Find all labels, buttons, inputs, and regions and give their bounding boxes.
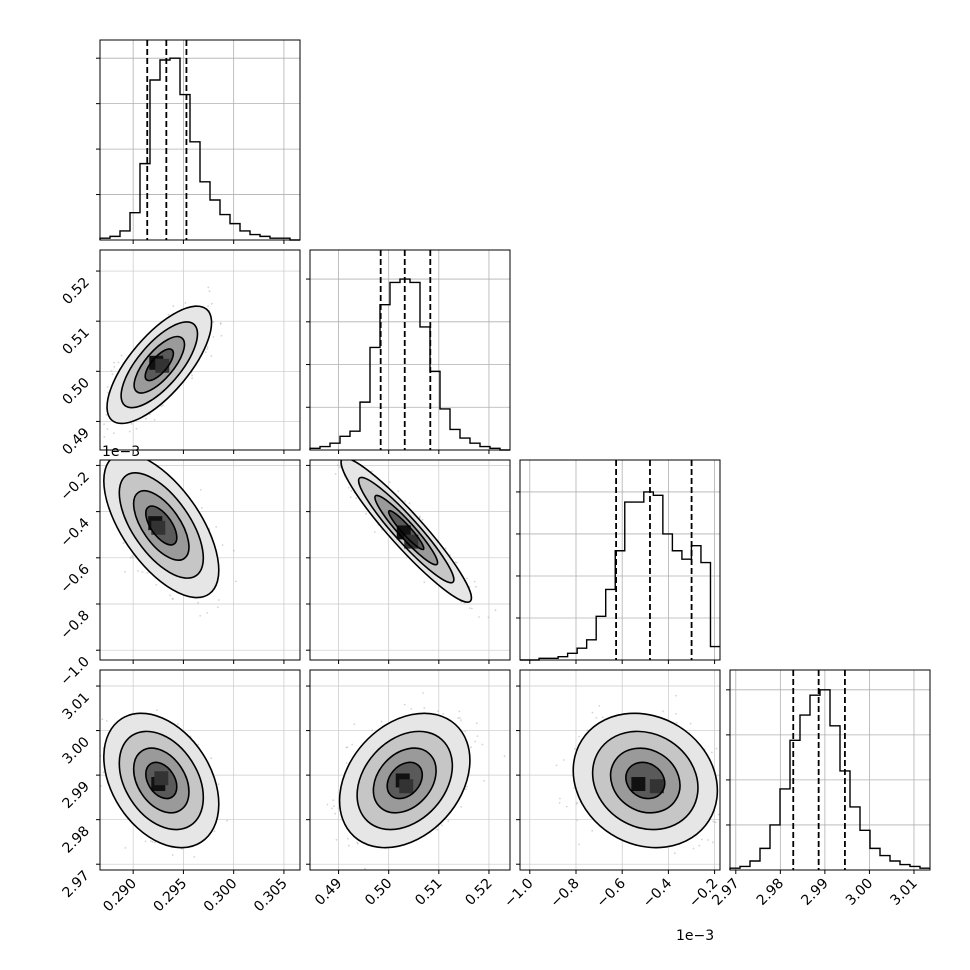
y-tick-label-2-2: −0.6 bbox=[57, 561, 92, 596]
density-peak-5-1 bbox=[649, 779, 664, 794]
y-tick-label-3-1: 2.98 bbox=[59, 823, 92, 856]
contour-5-3 bbox=[625, 761, 666, 800]
pair-frame-2 bbox=[309, 459, 511, 661]
pair-panel-1-2 bbox=[306, 459, 511, 664]
contour-2-3 bbox=[387, 509, 425, 551]
hist-panel-bg-2 bbox=[520, 460, 720, 660]
contour-3-1 bbox=[118, 730, 205, 831]
hist-frame-3 bbox=[729, 669, 931, 871]
density-peak-5-0 bbox=[631, 777, 646, 792]
contour-3-0 bbox=[103, 712, 220, 849]
density-peak-1-1 bbox=[151, 520, 166, 535]
x-tick-label-3-3: 3.00 bbox=[843, 876, 876, 909]
density-peak-4-1 bbox=[399, 779, 414, 794]
contour-2-1 bbox=[357, 476, 455, 584]
y-tick-label-3-4: 3.01 bbox=[59, 690, 92, 723]
x-tick-label-0-1: 0.295 bbox=[151, 876, 191, 916]
y-tick-label-2-4: −0.2 bbox=[57, 469, 92, 504]
contour-1-2 bbox=[132, 490, 190, 561]
contour-4-3 bbox=[386, 761, 424, 800]
contour-1-3 bbox=[145, 505, 178, 546]
contour-0-2 bbox=[133, 335, 186, 394]
y-tick-label-3-3: 3.00 bbox=[59, 734, 92, 767]
x-tick-label-1-3: 0.52 bbox=[462, 876, 495, 909]
density-peak-3-1 bbox=[154, 771, 169, 786]
hist-step-3 bbox=[729, 689, 930, 870]
hist-frame-0 bbox=[99, 39, 301, 241]
y-scale-label: 1e−3 bbox=[102, 444, 140, 460]
contour-5-2 bbox=[609, 747, 681, 814]
x-tick-label-2-0: −1.0 bbox=[501, 876, 536, 911]
contour-2-0 bbox=[340, 460, 473, 603]
hist-panel-1 bbox=[306, 249, 511, 454]
pair-frame-0 bbox=[99, 249, 301, 451]
y-tick-label-1-2: 0.51 bbox=[59, 325, 92, 358]
x-tick-label-3-4: 3.01 bbox=[887, 876, 920, 909]
x-tick-label-1-0: 0.49 bbox=[312, 876, 345, 909]
contour-5-0 bbox=[572, 712, 719, 849]
contour-3-3 bbox=[145, 761, 178, 800]
contour-2-2 bbox=[374, 494, 439, 566]
y-tick-label-3-2: 2.99 bbox=[59, 779, 92, 812]
pair-panel-2-3 bbox=[516, 669, 721, 874]
pair-panel-1-3 bbox=[306, 669, 511, 874]
y-tick-label-3-0: 2.97 bbox=[59, 868, 92, 901]
hist-panel-0 bbox=[96, 39, 301, 244]
x-tick-label-1-2: 0.51 bbox=[412, 876, 445, 909]
hist-frame-1 bbox=[309, 249, 511, 451]
hist-panel-bg-1 bbox=[310, 250, 510, 450]
pair-frame-5 bbox=[519, 669, 721, 871]
x-tick-label-2-2: −0.6 bbox=[594, 875, 629, 910]
hist-step-2 bbox=[520, 491, 720, 661]
y-tick-label-2-3: −0.4 bbox=[57, 515, 92, 550]
hist-panel-3 bbox=[726, 669, 931, 874]
pair-panel-0-3 bbox=[96, 669, 301, 874]
density-peak-0-1 bbox=[155, 358, 170, 373]
x-tick-label-2-1: −0.8 bbox=[547, 876, 582, 911]
hist-frame-2 bbox=[519, 459, 721, 661]
x-tick-label-0-0: 0.290 bbox=[100, 876, 140, 916]
y-tick-label-1-0: 0.49 bbox=[59, 425, 92, 458]
pair-panel-0-1 bbox=[96, 249, 301, 454]
x-tick-label-0-3: 0.305 bbox=[251, 876, 291, 916]
x-tick-label-1-1: 0.50 bbox=[362, 876, 395, 909]
contour-5-1 bbox=[591, 730, 699, 831]
panels-layer bbox=[96, 39, 931, 874]
x-tick-label-3-2: 2.99 bbox=[798, 876, 831, 909]
pair-frame-3 bbox=[99, 669, 301, 871]
y-tick-label-2-1: −0.8 bbox=[57, 608, 92, 643]
x-tick-label-0-2: 0.300 bbox=[201, 876, 241, 916]
hist-panel-bg-0 bbox=[100, 40, 300, 240]
contour-4-0 bbox=[338, 712, 471, 849]
y-tick-label-1-3: 0.52 bbox=[59, 275, 92, 308]
contour-4-1 bbox=[356, 730, 454, 831]
x-tick-label-2-3: −0.4 bbox=[640, 875, 675, 910]
contour-3-2 bbox=[132, 747, 190, 814]
contour-1-0 bbox=[103, 460, 220, 599]
hist-panel-2 bbox=[516, 459, 721, 664]
contour-0-1 bbox=[120, 321, 199, 409]
hist-step-0 bbox=[99, 57, 300, 241]
contour-0-3 bbox=[144, 348, 175, 382]
pair-panel-bg-2 bbox=[310, 460, 510, 660]
x-tick-label-3-1: 2.98 bbox=[754, 876, 787, 909]
hist-step-1 bbox=[309, 278, 510, 451]
pair-frame-1 bbox=[99, 459, 301, 661]
y-tick-label-2-0: −1.0 bbox=[57, 654, 92, 689]
x-scale-label: 1e−3 bbox=[676, 928, 714, 944]
pair-frame-4 bbox=[309, 669, 511, 871]
pair-panel-0-2 bbox=[96, 459, 301, 664]
contour-4-2 bbox=[372, 747, 437, 814]
y-tick-label-1-1: 0.50 bbox=[59, 375, 92, 408]
contour-0-0 bbox=[106, 305, 213, 425]
contour-1-1 bbox=[118, 471, 205, 579]
